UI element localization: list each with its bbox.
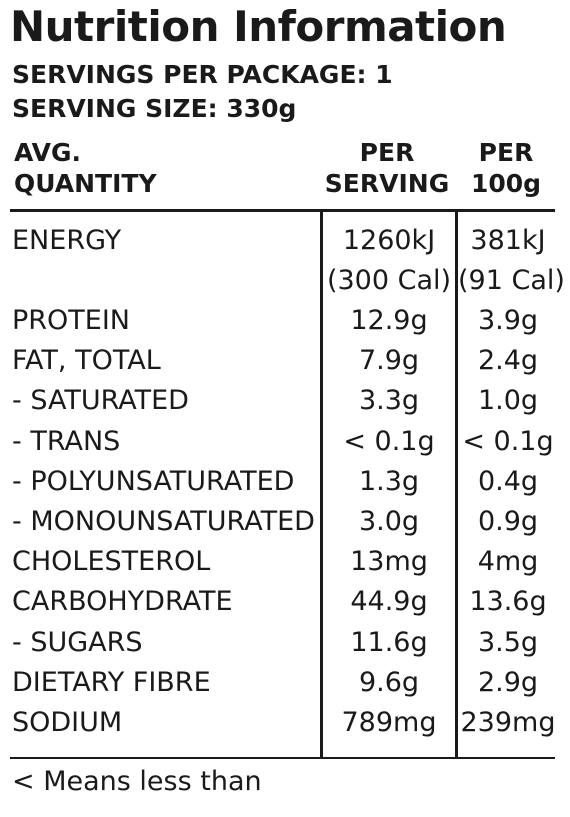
per-100g-value: 0.4g bbox=[477, 465, 539, 497]
nutrient-name: SODIUM bbox=[12, 706, 123, 738]
per-serving-value: 7.9g bbox=[358, 345, 420, 377]
table-row-fat-total: FAT, TOTAL 7.9g 2.4g bbox=[0, 341, 570, 381]
per-100g-value: 239mg bbox=[460, 706, 556, 738]
per-serving-value: 1.3g bbox=[358, 465, 420, 497]
nutrient-name: - TRANS bbox=[12, 425, 121, 457]
table-row-monounsaturated: - MONOUNSATURATED 3.0g 0.9g bbox=[0, 502, 570, 542]
table-row-protein: PROTEIN 12.9g 3.9g bbox=[0, 301, 570, 341]
per-serving-value: 13mg bbox=[350, 546, 428, 578]
header-per-serving-line1: PER bbox=[359, 138, 415, 167]
per-serving-value: 11.6g bbox=[350, 626, 428, 658]
per-100g-value: 0.9g bbox=[477, 505, 539, 537]
table-bottom-rule bbox=[10, 757, 555, 759]
nutrient-name: CARBOHYDRATE bbox=[12, 586, 233, 618]
per-100g-value: 3.5g bbox=[477, 626, 539, 658]
footnote: < Means less than bbox=[12, 766, 262, 797]
nutrient-name: - SUGARS bbox=[12, 626, 143, 658]
per-100g-value: < 0.1g bbox=[462, 425, 554, 457]
header-avg-quantity: AVG. QUANTITY bbox=[14, 137, 157, 199]
column-divider-100g bbox=[455, 209, 458, 759]
panel-title: Nutrition Information bbox=[10, 2, 507, 51]
per-serving-value: 9.6g bbox=[358, 666, 420, 698]
energy-cal-serving: (300 Cal) bbox=[326, 265, 452, 296]
header-per-100g-line1: PER bbox=[478, 138, 534, 167]
column-divider-serving bbox=[320, 209, 323, 759]
header-avg-quantity-line2: QUANTITY bbox=[14, 169, 157, 198]
header-per-100g: PER 100g bbox=[456, 137, 556, 199]
table-row-polyunsaturated: - POLYUNSATURATED 1.3g 0.4g bbox=[0, 462, 570, 502]
table-row-sugars: - SUGARS 11.6g 3.5g bbox=[0, 623, 570, 663]
per-serving-value: 789mg bbox=[341, 706, 437, 738]
table-row-saturated: - SATURATED 3.3g 1.0g bbox=[0, 381, 570, 421]
header-per-serving: PER SERVING bbox=[322, 137, 452, 199]
table-row-dietary-fibre: DIETARY FIBRE 9.6g 2.9g bbox=[0, 663, 570, 703]
nutrient-name: - POLYUNSATURATED bbox=[12, 465, 295, 497]
nutrient-name: CHOLESTEROL bbox=[12, 546, 211, 578]
per-100g-value: 13.6g bbox=[469, 586, 547, 618]
table-row-energy: ENERGY 1260kJ (300 Cal) 381kJ (91 Cal) bbox=[0, 221, 570, 301]
nutrient-name: PROTEIN bbox=[12, 305, 131, 336]
nutrition-rows: ENERGY 1260kJ (300 Cal) 381kJ (91 Cal) P… bbox=[0, 221, 570, 743]
per-100g-value: 3.9g bbox=[477, 305, 539, 336]
per-serving-value: 3.0g bbox=[358, 505, 420, 537]
per-serving-value: 1260kJ (300 Cal) bbox=[323, 221, 455, 301]
per-100g-value: 381kJ (91 Cal) bbox=[458, 221, 565, 301]
energy-kj-100g: 381kJ bbox=[470, 225, 546, 256]
per-serving-value: 12.9g bbox=[350, 305, 428, 336]
per-100g-value: 2.4g bbox=[477, 345, 539, 377]
nutrient-name: ENERGY bbox=[12, 225, 122, 256]
table-row-trans: - TRANS < 0.1g < 0.1g bbox=[0, 422, 570, 462]
table-top-rule bbox=[10, 209, 555, 212]
header-per-100g-line2: 100g bbox=[470, 169, 542, 198]
energy-cal-100g: (91 Cal) bbox=[458, 265, 565, 296]
per-100g-value: 2.9g bbox=[477, 666, 539, 698]
per-serving-value: 3.3g bbox=[358, 385, 420, 417]
servings-per-package: SERVINGS PER PACKAGE: 1 bbox=[12, 60, 393, 89]
per-100g-value: 4mg bbox=[477, 546, 539, 578]
table-row-carbohydrate: CARBOHYDRATE 44.9g 13.6g bbox=[0, 582, 570, 622]
nutrient-name: - MONOUNSATURATED bbox=[12, 505, 315, 537]
header-per-serving-line2: SERVING bbox=[324, 169, 450, 198]
table-row-sodium: SODIUM 789mg 239mg bbox=[0, 703, 570, 743]
energy-kj-serving: 1260kJ bbox=[342, 225, 436, 256]
nutrient-name: FAT, TOTAL bbox=[12, 345, 161, 377]
header-avg-quantity-line1: AVG. bbox=[14, 138, 82, 167]
serving-size: SERVING SIZE: 330g bbox=[12, 94, 297, 123]
nutrient-name: - SATURATED bbox=[12, 385, 189, 417]
nutrient-name: DIETARY FIBRE bbox=[12, 666, 211, 698]
per-serving-value: < 0.1g bbox=[343, 425, 435, 457]
per-100g-value: 1.0g bbox=[477, 385, 539, 417]
table-row-cholesterol: CHOLESTEROL 13mg 4mg bbox=[0, 542, 570, 582]
per-serving-value: 44.9g bbox=[350, 586, 428, 618]
